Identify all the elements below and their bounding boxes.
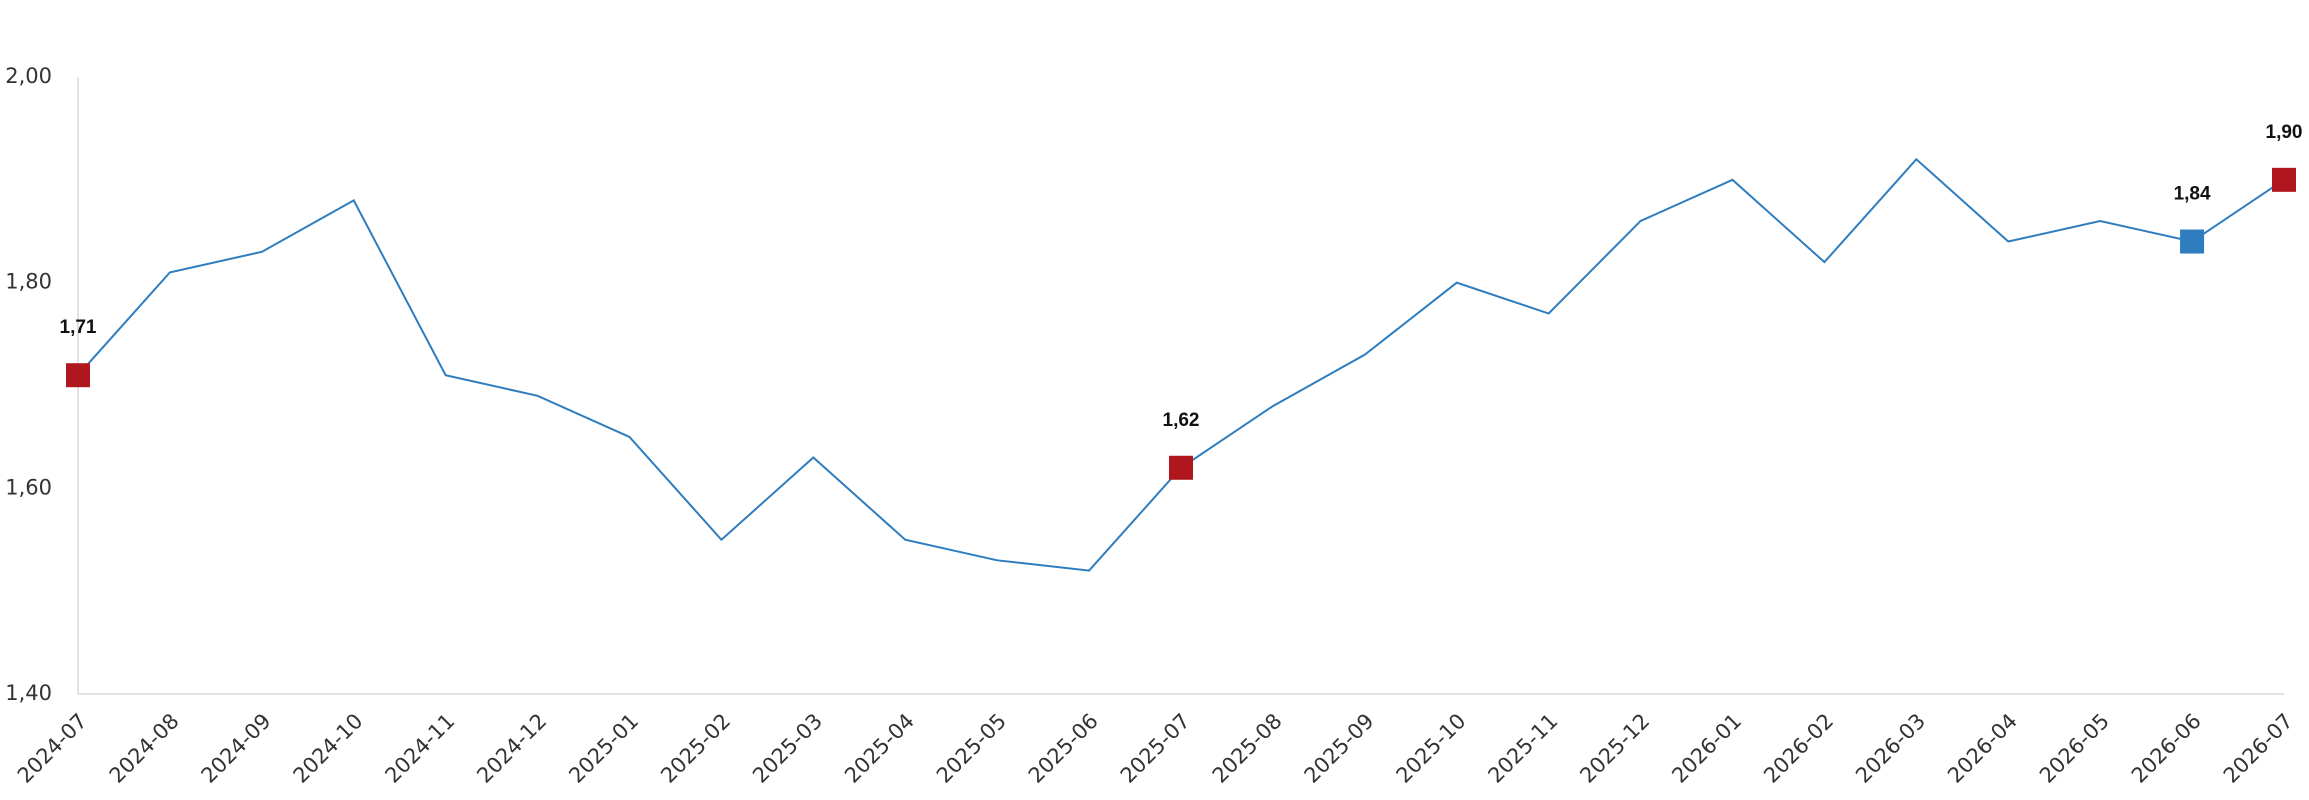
y-tick-label: 2,00 (5, 64, 52, 88)
x-tick-label: 2026-05 (2035, 709, 2114, 788)
x-tick-label: 2025-01 (564, 709, 643, 788)
value-label: 1,71 (60, 317, 97, 338)
marker (66, 363, 90, 388)
marker (1169, 455, 1193, 480)
x-tick-label: 2024-11 (380, 709, 459, 788)
y-tick-label: 1,60 (5, 475, 52, 499)
x-tick-label: 2025-05 (932, 709, 1011, 788)
y-tick-label: 1,40 (5, 681, 52, 705)
value-label: 1,62 (1163, 410, 1200, 431)
x-tick-label: 2025-02 (656, 709, 735, 788)
x-tick-label: 2025-11 (1483, 709, 1562, 788)
x-tick-label: 2026-02 (1759, 709, 1838, 788)
marker (2272, 167, 2296, 192)
x-tick-label: 2026-01 (1667, 709, 1746, 788)
x-tick-label: 2025-03 (748, 709, 827, 788)
x-tick-label: 2025-12 (1575, 709, 1654, 788)
x-tick-label: 2026-03 (1851, 709, 1930, 788)
x-tick-label: 2025-06 (1024, 709, 1103, 788)
x-tick-label: 2026-06 (2127, 709, 2206, 788)
x-tick-label: 2024-09 (197, 709, 276, 788)
x-tick-label: 2025-04 (840, 709, 919, 788)
x-tick-label: 2024-07 (13, 709, 92, 788)
x-tick-label: 2024-08 (105, 709, 184, 788)
x-tick-label: 2024-10 (289, 709, 368, 788)
value-label: 1,90 (2266, 122, 2303, 143)
x-tick-label: 2025-09 (1300, 709, 1379, 788)
x-tick-label: 2026-07 (2219, 709, 2298, 788)
marker (2180, 229, 2205, 254)
x-tick-label: 2025-07 (1116, 709, 1195, 788)
value-label: 1,84 (2174, 184, 2211, 205)
data-line (77, 157, 2285, 572)
x-tick-label: 2024-12 (472, 709, 551, 788)
y-tick-label: 1,80 (5, 270, 52, 294)
x-tick-label: 2025-08 (1208, 709, 1287, 788)
x-tick-label: 2025-10 (1392, 709, 1471, 788)
x-tick-label: 2026-04 (1943, 709, 2022, 788)
